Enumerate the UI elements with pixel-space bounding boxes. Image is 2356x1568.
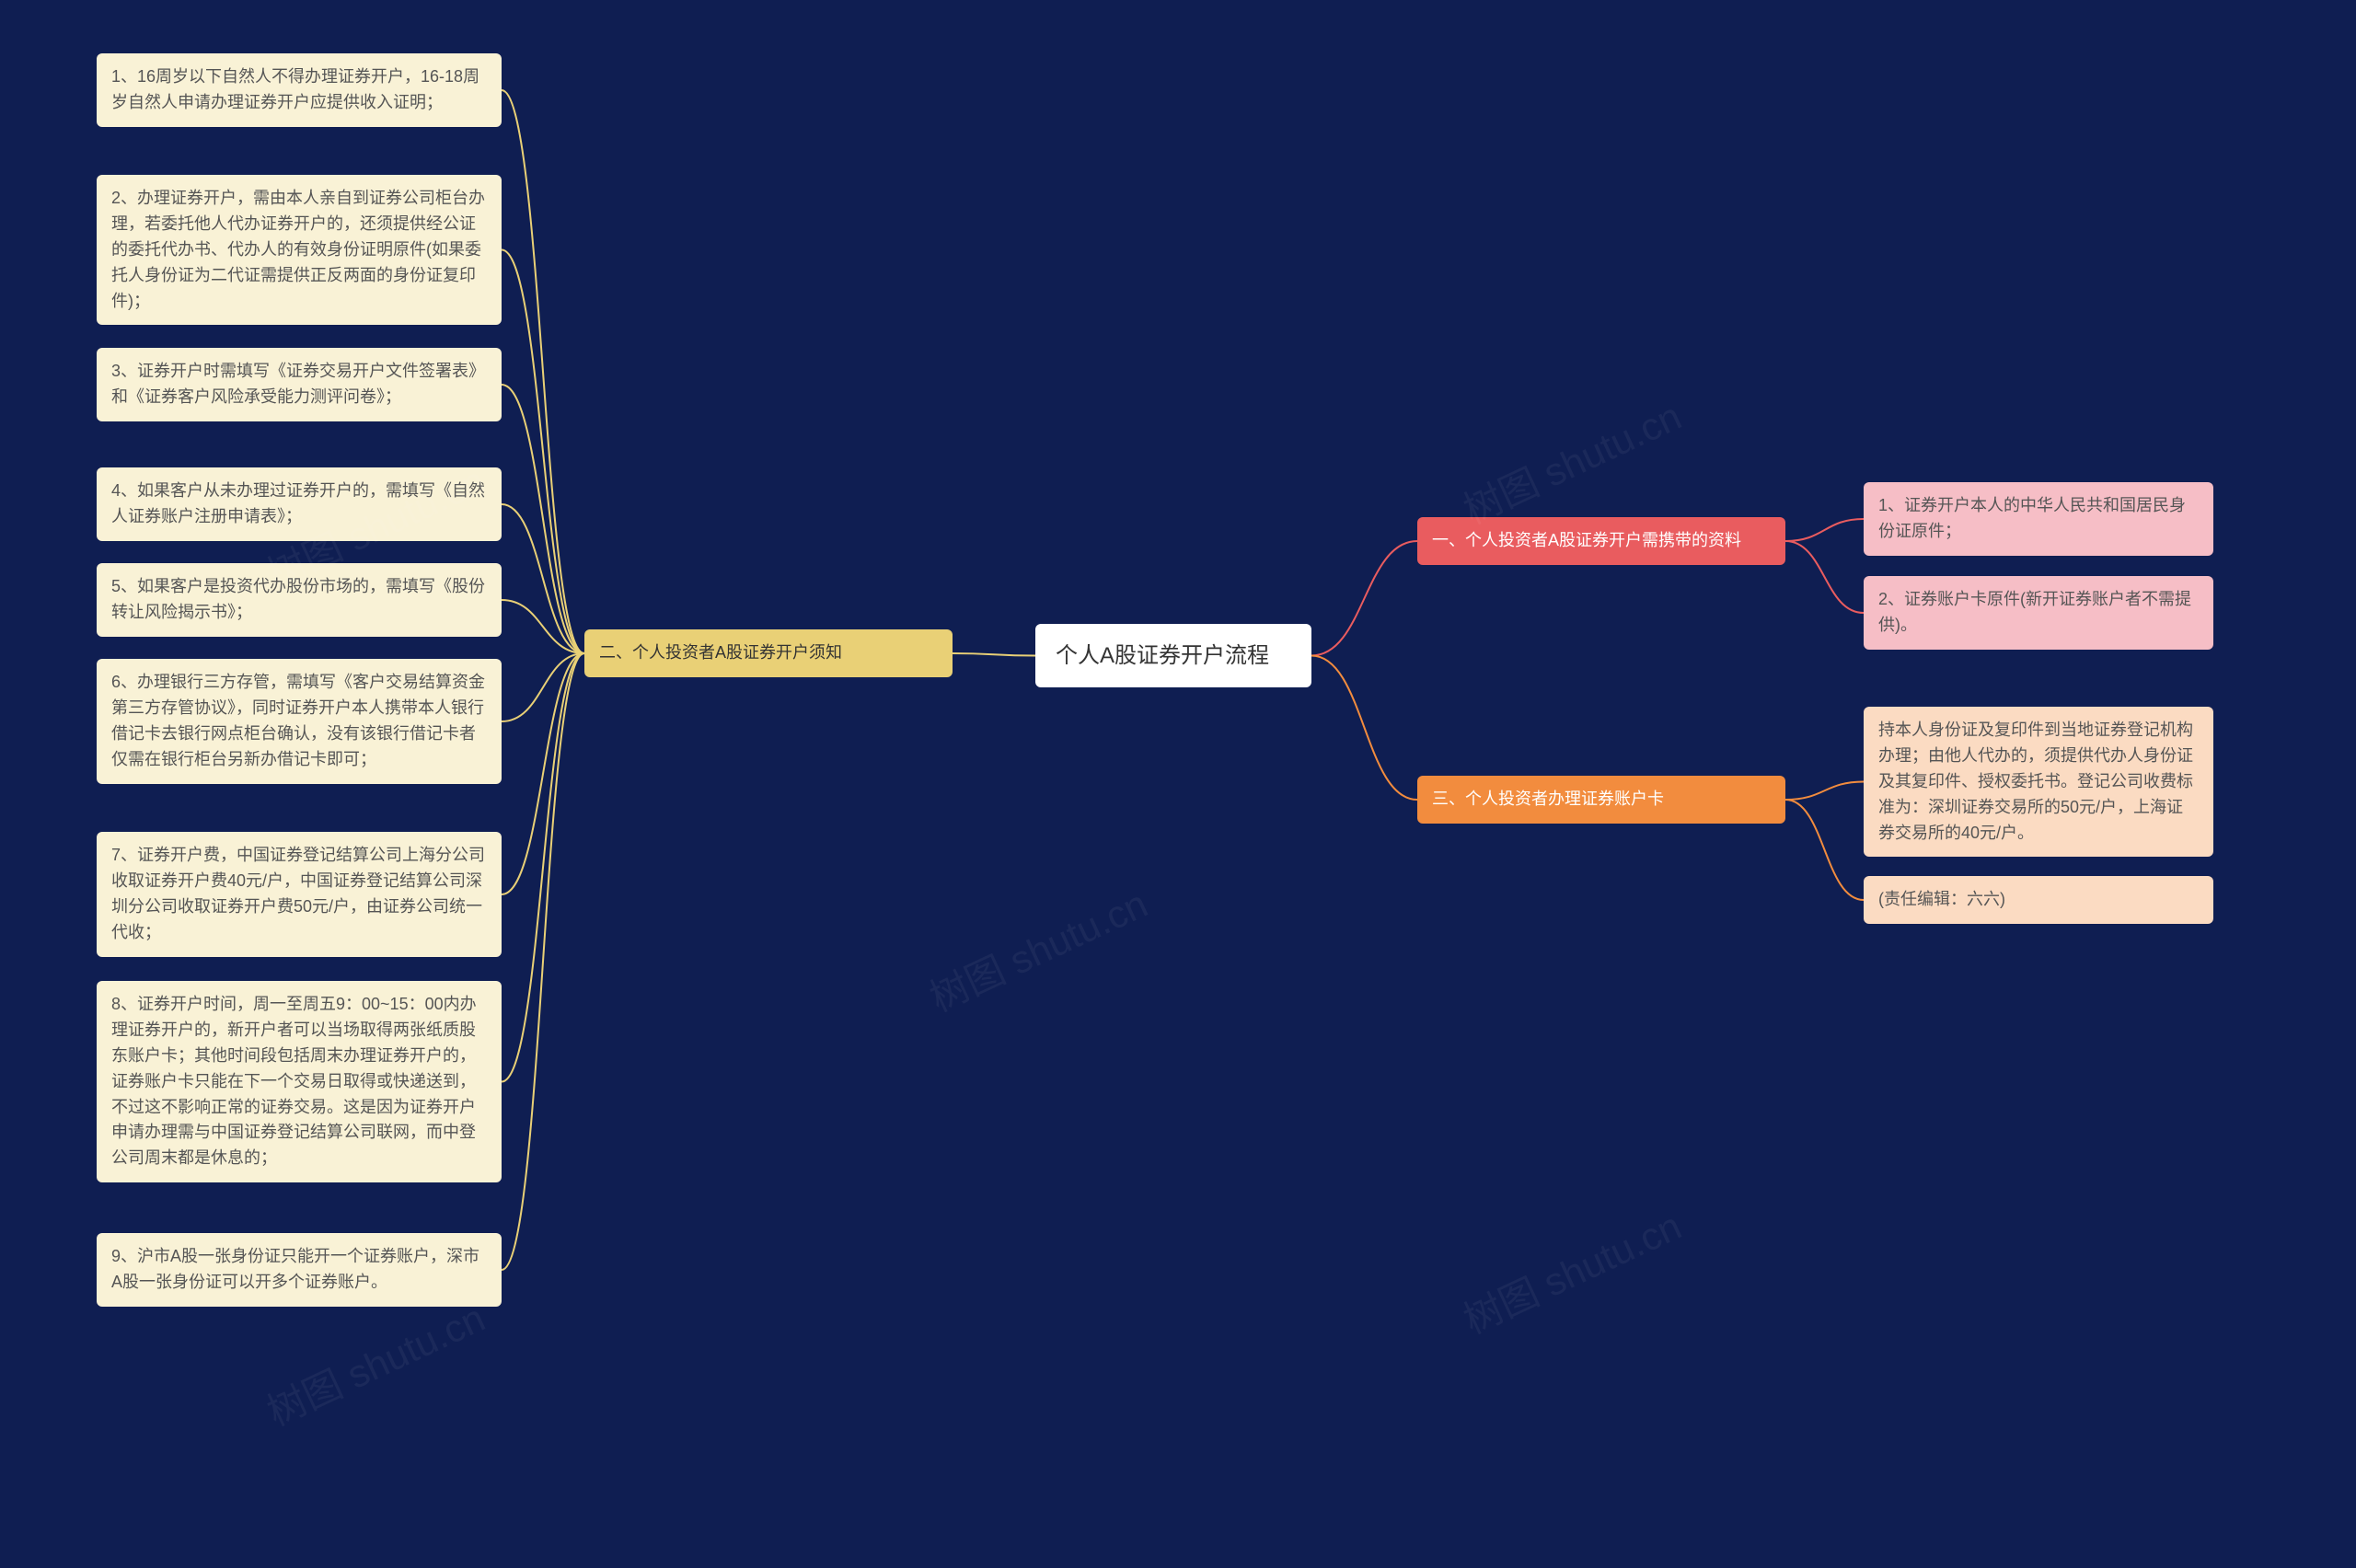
leaf-node-b2-6: 7、证券开户费，中国证券登记结算公司上海分公司收取证券开户费40元/户，中国证券… <box>97 832 502 957</box>
branch-node-b3: 三、个人投资者办理证券账户卡 <box>1417 776 1785 824</box>
leaf-node-b1-1: 2、证券账户卡原件(新开证券账户者不需提供)。 <box>1864 576 2213 650</box>
leaf-node-b2-3: 4、如果客户从未办理过证券开户的，需填写《自然人证券账户注册申请表》； <box>97 467 502 541</box>
watermark: 树图 shutu.cn <box>919 873 1155 1023</box>
leaf-node-b2-5: 6、办理银行三方存管，需填写《客户交易结算资金第三方存管协议》，同时证券开户本人… <box>97 659 502 784</box>
watermark: 树图 shutu.cn <box>1453 386 1689 536</box>
leaf-node-b2-8: 9、沪市A股一张身份证只能开一个证券账户，深市A股一张身份证可以开多个证券账户。 <box>97 1233 502 1307</box>
leaf-node-b2-7: 8、证券开户时间，周一至周五9：00~15：00内办理证券开户的，新开户者可以当… <box>97 981 502 1182</box>
leaf-node-b2-1: 2、办理证券开户，需由本人亲自到证券公司柜台办理，若委托他人代办证券开户的，还须… <box>97 175 502 325</box>
leaf-node-b3-0: 持本人身份证及复印件到当地证券登记机构办理；由他人代办的，须提供代办人身份证及其… <box>1864 707 2213 857</box>
branch-node-b2: 二、个人投资者A股证券开户须知 <box>584 629 953 677</box>
leaf-node-b2-4: 5、如果客户是投资代办股份市场的，需填写《股份转让风险揭示书》； <box>97 563 502 637</box>
leaf-node-b3-1: (责任编辑：六六) <box>1864 876 2213 924</box>
root-node: 个人A股证券开户流程 <box>1035 624 1311 687</box>
watermark: 树图 shutu.cn <box>257 1287 492 1437</box>
leaf-node-b2-2: 3、证券开户时需填写《证券交易开户文件签署表》和《证券客户风险承受能力测评问卷》… <box>97 348 502 421</box>
watermark: 树图 shutu.cn <box>1453 1195 1689 1345</box>
leaf-node-b2-0: 1、16周岁以下自然人不得办理证券开户，16-18周岁自然人申请办理证券开户应提… <box>97 53 502 127</box>
leaf-node-b1-0: 1、证券开户本人的中华人民共和国居民身份证原件； <box>1864 482 2213 556</box>
branch-node-b1: 一、个人投资者A股证券开户需携带的资料 <box>1417 517 1785 565</box>
